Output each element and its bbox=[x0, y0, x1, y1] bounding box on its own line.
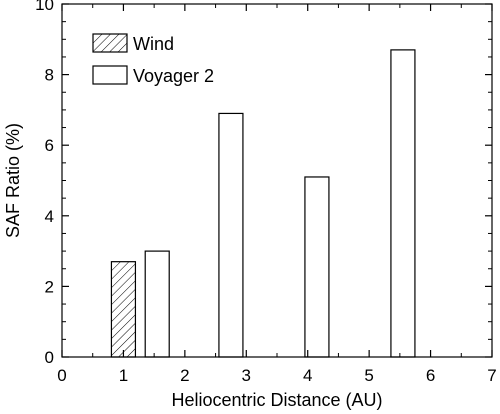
y-tick-label: 2 bbox=[45, 277, 54, 296]
y-tick-label: 8 bbox=[45, 66, 54, 85]
x-tick-label: 5 bbox=[364, 366, 373, 385]
legend-label-wind: Wind bbox=[133, 34, 174, 54]
bar-voyager-2-0 bbox=[144, 250, 170, 358]
x-tick-label: 1 bbox=[119, 366, 128, 385]
bars-group bbox=[110, 49, 416, 358]
x-tick-label: 7 bbox=[487, 366, 496, 385]
y-tick-label: 6 bbox=[45, 136, 54, 155]
y-tick-label: 10 bbox=[35, 0, 54, 14]
bar-wind-0 bbox=[110, 261, 137, 358]
legend-swatch-voyager-2 bbox=[92, 65, 128, 85]
y-axis-label: SAF Ratio (%) bbox=[3, 123, 23, 238]
x-tick-label: 0 bbox=[57, 366, 66, 385]
axes-group: 0 1 2 3 4 5 6 7 0 2 4 6 8 10 bbox=[35, 0, 497, 385]
bar-voyager-2-3 bbox=[390, 49, 416, 358]
x-tick-label: 2 bbox=[180, 366, 189, 385]
bar-voyager-2-1 bbox=[218, 112, 244, 358]
x-tick-label: 4 bbox=[303, 366, 312, 385]
legend-label-voyager-2: Voyager 2 bbox=[133, 66, 214, 86]
x-tick-label: 3 bbox=[242, 366, 251, 385]
bar-voyager-2-2 bbox=[304, 176, 330, 358]
x-axis-label: Heliocentric Distance (AU) bbox=[171, 390, 382, 410]
x-tick-label: 6 bbox=[426, 366, 435, 385]
legend: Wind Voyager 2 bbox=[92, 33, 214, 86]
y-tick-label: 0 bbox=[45, 348, 54, 367]
legend-swatch-wind bbox=[92, 33, 128, 53]
y-tick-label: 4 bbox=[45, 207, 54, 226]
